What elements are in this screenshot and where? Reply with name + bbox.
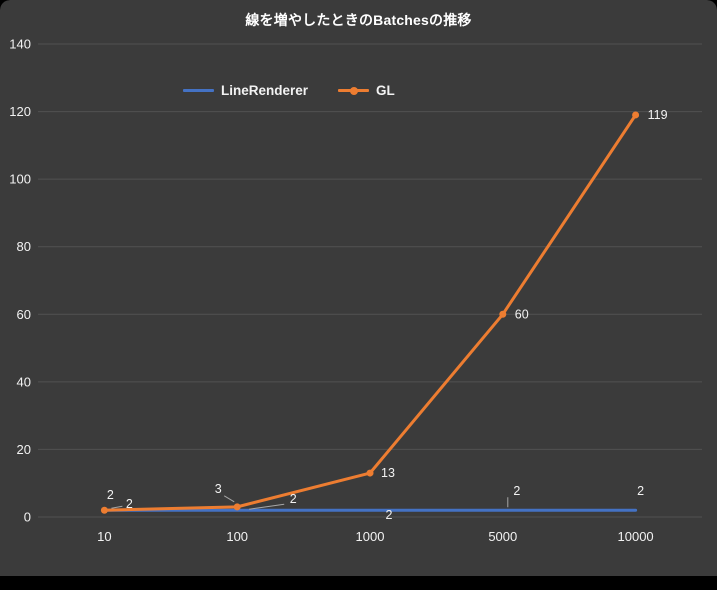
data-label-linerenderer: 2 bbox=[386, 508, 393, 522]
y-axis-tick-label: 140 bbox=[9, 37, 31, 52]
legend-label-gl: GL bbox=[376, 83, 395, 98]
data-label-gl: 2 bbox=[107, 488, 114, 502]
x-axis-tick-label: 5000 bbox=[488, 529, 517, 544]
x-axis-tick-label: 100 bbox=[226, 529, 248, 544]
data-label-gl: 3 bbox=[215, 482, 222, 496]
data-label-leader-line bbox=[249, 503, 285, 510]
y-axis-tick-label: 60 bbox=[17, 307, 31, 322]
series-marker-gl bbox=[100, 506, 108, 514]
data-label-gl: 13 bbox=[381, 466, 395, 480]
data-label-leader-line bbox=[111, 505, 123, 509]
data-label-linerenderer: 2 bbox=[126, 497, 133, 511]
legend-swatch-gl bbox=[338, 86, 370, 95]
legend-item-linerenderer: LineRenderer bbox=[183, 83, 308, 98]
data-label-linerenderer: 2 bbox=[513, 484, 520, 498]
y-axis-tick-label: 40 bbox=[17, 374, 31, 389]
chart-panel: 線を増やしたときのBatchesの推移 LineRenderer GL 0 20 4… bbox=[0, 0, 717, 576]
y-axis-tick-label: 20 bbox=[17, 442, 31, 457]
series-marker-gl bbox=[632, 111, 640, 119]
y-axis-tick-label: 100 bbox=[9, 172, 31, 187]
data-label-linerenderer: 2 bbox=[637, 484, 644, 498]
legend-item-gl: GL bbox=[338, 83, 395, 98]
x-axis-tick-label: 10000 bbox=[618, 529, 654, 544]
chart-title: 線を増やしたときのBatchesの推移 bbox=[245, 12, 472, 28]
series-marker-gl bbox=[366, 469, 374, 477]
y-axis-tick-label: 80 bbox=[17, 239, 31, 254]
series-line-gl bbox=[102, 113, 638, 512]
x-axis-tick-label: 10 bbox=[97, 529, 111, 544]
x-axis-tick-label: 1000 bbox=[356, 529, 385, 544]
window-bottom-bar bbox=[0, 576, 717, 590]
chart-legend: LineRenderer GL bbox=[183, 83, 395, 98]
series-marker-gl bbox=[233, 503, 241, 511]
data-label-leader-line bbox=[223, 495, 235, 503]
y-axis-tick-label: 120 bbox=[9, 104, 31, 119]
series-marker-gl bbox=[499, 310, 507, 318]
legend-label-linerenderer: LineRenderer bbox=[221, 83, 309, 98]
data-label-gl: 60 bbox=[515, 307, 529, 321]
legend-swatch-linerenderer bbox=[183, 89, 214, 92]
data-label-gl: 119 bbox=[648, 108, 668, 122]
y-axis-tick-label: 0 bbox=[24, 510, 31, 525]
data-label-linerenderer: 2 bbox=[290, 492, 297, 506]
